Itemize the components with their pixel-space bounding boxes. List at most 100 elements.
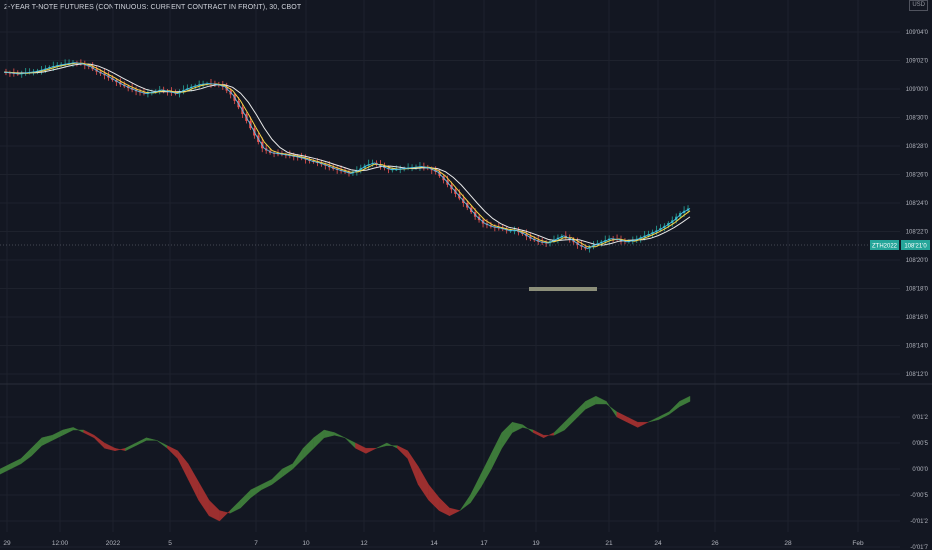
ma-blue-line xyxy=(3,62,691,250)
price-tag-value: 108'21'0 xyxy=(904,244,927,250)
price-tick-label: 108'30'0 xyxy=(906,116,929,122)
oscillator-segment xyxy=(522,424,534,433)
oscillator-segment xyxy=(261,479,273,491)
oscillator-segment xyxy=(10,458,22,470)
oscillator-segment xyxy=(52,429,63,441)
time-tick-label: 12 xyxy=(360,540,368,547)
oscillator-segment xyxy=(679,395,691,407)
ma-fast-line xyxy=(3,62,691,248)
oscillator-segment xyxy=(501,421,513,449)
candle-body xyxy=(509,230,512,232)
time-tick-label: 26 xyxy=(711,540,719,547)
oscillator-segment xyxy=(438,497,450,517)
oscillator-segment xyxy=(219,510,231,522)
oscillator-segment xyxy=(397,445,408,460)
price-tick-label: 108'28'0 xyxy=(906,144,929,150)
ma-slow-line xyxy=(3,63,691,246)
time-tick-label: 5 xyxy=(168,540,172,547)
oscillator-segment xyxy=(376,442,388,449)
oscillator-segment xyxy=(553,421,565,436)
oscillator-segment xyxy=(606,400,618,418)
oscillator-segment xyxy=(62,427,74,436)
price-tick-label: 109'04'0 xyxy=(906,30,929,36)
time-tick-label: 17 xyxy=(480,540,488,547)
oscillator-tick-label: -0'00'5 xyxy=(910,493,928,499)
oscillator-segment xyxy=(208,499,220,522)
chart-title: 2-YEAR T-NOTE FUTURES (CONTINUOUS: CURRE… xyxy=(4,4,302,11)
currency-label: USD xyxy=(909,0,928,11)
oscillator-tick-label: -0'01'7 xyxy=(910,545,928,550)
oscillator-segment xyxy=(240,489,252,509)
oscillator-ribbon xyxy=(0,395,691,522)
time-tick-label: Feb xyxy=(852,540,864,547)
resistance-level-marker[interactable] xyxy=(529,287,597,291)
oscillator-segment xyxy=(313,429,325,449)
price-tick-label: 108'26'0 xyxy=(906,173,929,179)
oscillator-segment xyxy=(146,437,157,441)
oscillator-segment xyxy=(125,442,137,452)
price-tag-symbol: ZTH2022 xyxy=(872,244,898,250)
price-tick-label: 109'02'0 xyxy=(906,59,929,65)
oscillator-segment xyxy=(585,395,597,410)
oscillator-segment xyxy=(449,507,461,517)
time-tick-label: 2022 xyxy=(106,540,121,547)
oscillator-segment xyxy=(386,442,398,449)
oscillator-segment xyxy=(83,429,95,439)
grid-lines xyxy=(0,0,900,548)
oscillator-segment xyxy=(480,453,492,488)
oscillator-segment xyxy=(156,440,168,449)
price-tick-label: 108'24'0 xyxy=(906,201,929,207)
oscillator-segment xyxy=(512,421,523,433)
oscillator-segment xyxy=(543,432,555,439)
price-tick-label: 109'00'0 xyxy=(906,87,929,93)
oscillator-tick-label: 0'00'5 xyxy=(912,441,928,447)
oscillator-segment xyxy=(459,494,471,511)
oscillator-segment xyxy=(93,434,105,449)
time-tick-label: 19 xyxy=(532,540,540,547)
oscillator-segment xyxy=(20,447,32,465)
oscillator-segment xyxy=(491,432,503,470)
oscillator-tick-label: 0'01'2 xyxy=(912,415,928,421)
oscillator-segment xyxy=(41,434,53,446)
oscillator-segment xyxy=(323,429,335,439)
oscillator-segment xyxy=(135,437,147,446)
oscillator-segment xyxy=(292,447,304,470)
oscillator-segment xyxy=(334,432,346,438)
price-candles xyxy=(4,59,690,253)
oscillator-segment xyxy=(616,411,628,423)
oscillator-segment xyxy=(31,437,43,457)
time-tick-label: 28 xyxy=(784,540,792,547)
oscillator-segment xyxy=(470,474,482,504)
candle-body xyxy=(391,169,394,171)
oscillator-segment xyxy=(595,395,607,405)
price-tick-label: 108'12'0 xyxy=(906,372,929,378)
oscillator-segment xyxy=(198,481,210,517)
oscillator-segment xyxy=(72,427,84,433)
candle-body xyxy=(513,230,516,232)
price-tick-label: 108'16'0 xyxy=(906,315,929,321)
oscillator-segment xyxy=(177,450,189,480)
oscillator-segment xyxy=(648,416,659,423)
oscillator-segment xyxy=(637,422,649,428)
oscillator-segment xyxy=(114,447,126,452)
time-tick-label: 24 xyxy=(654,540,662,547)
price-tick-label: 108'20'0 xyxy=(906,258,929,264)
oscillator-segment xyxy=(532,429,544,439)
time-tick-label: 21 xyxy=(605,540,613,547)
oscillator-tick-label: 0'00'0 xyxy=(912,467,928,473)
price-tick-label: 108'18'0 xyxy=(906,287,929,293)
oscillator-segment xyxy=(282,463,293,478)
candle-body xyxy=(395,169,398,171)
oscillator-axis[interactable]: 0'01'2 0'00'5 0'00'0 -0'00'5 -0'01'2 -0'01'7 xyxy=(910,415,928,550)
oscillator-segment xyxy=(668,400,680,415)
time-tick-label: 7 xyxy=(254,540,258,547)
time-axis[interactable]: 29 12:00 2022 5 7 10 12 14 17 19 21 24 26 28 Feb xyxy=(3,540,864,547)
price-axis[interactable]: 109'04'0 109'02'0 109'00'0 108'30'0 108'28'0… xyxy=(906,30,929,378)
oscillator-segment xyxy=(229,499,241,514)
oscillator-segment xyxy=(407,450,419,485)
oscillator-segment xyxy=(167,445,178,460)
oscillator-segment xyxy=(365,448,377,454)
time-tick-label: 29 xyxy=(3,540,11,547)
price-tag: ZTH2022 108'21'0 xyxy=(870,240,930,250)
